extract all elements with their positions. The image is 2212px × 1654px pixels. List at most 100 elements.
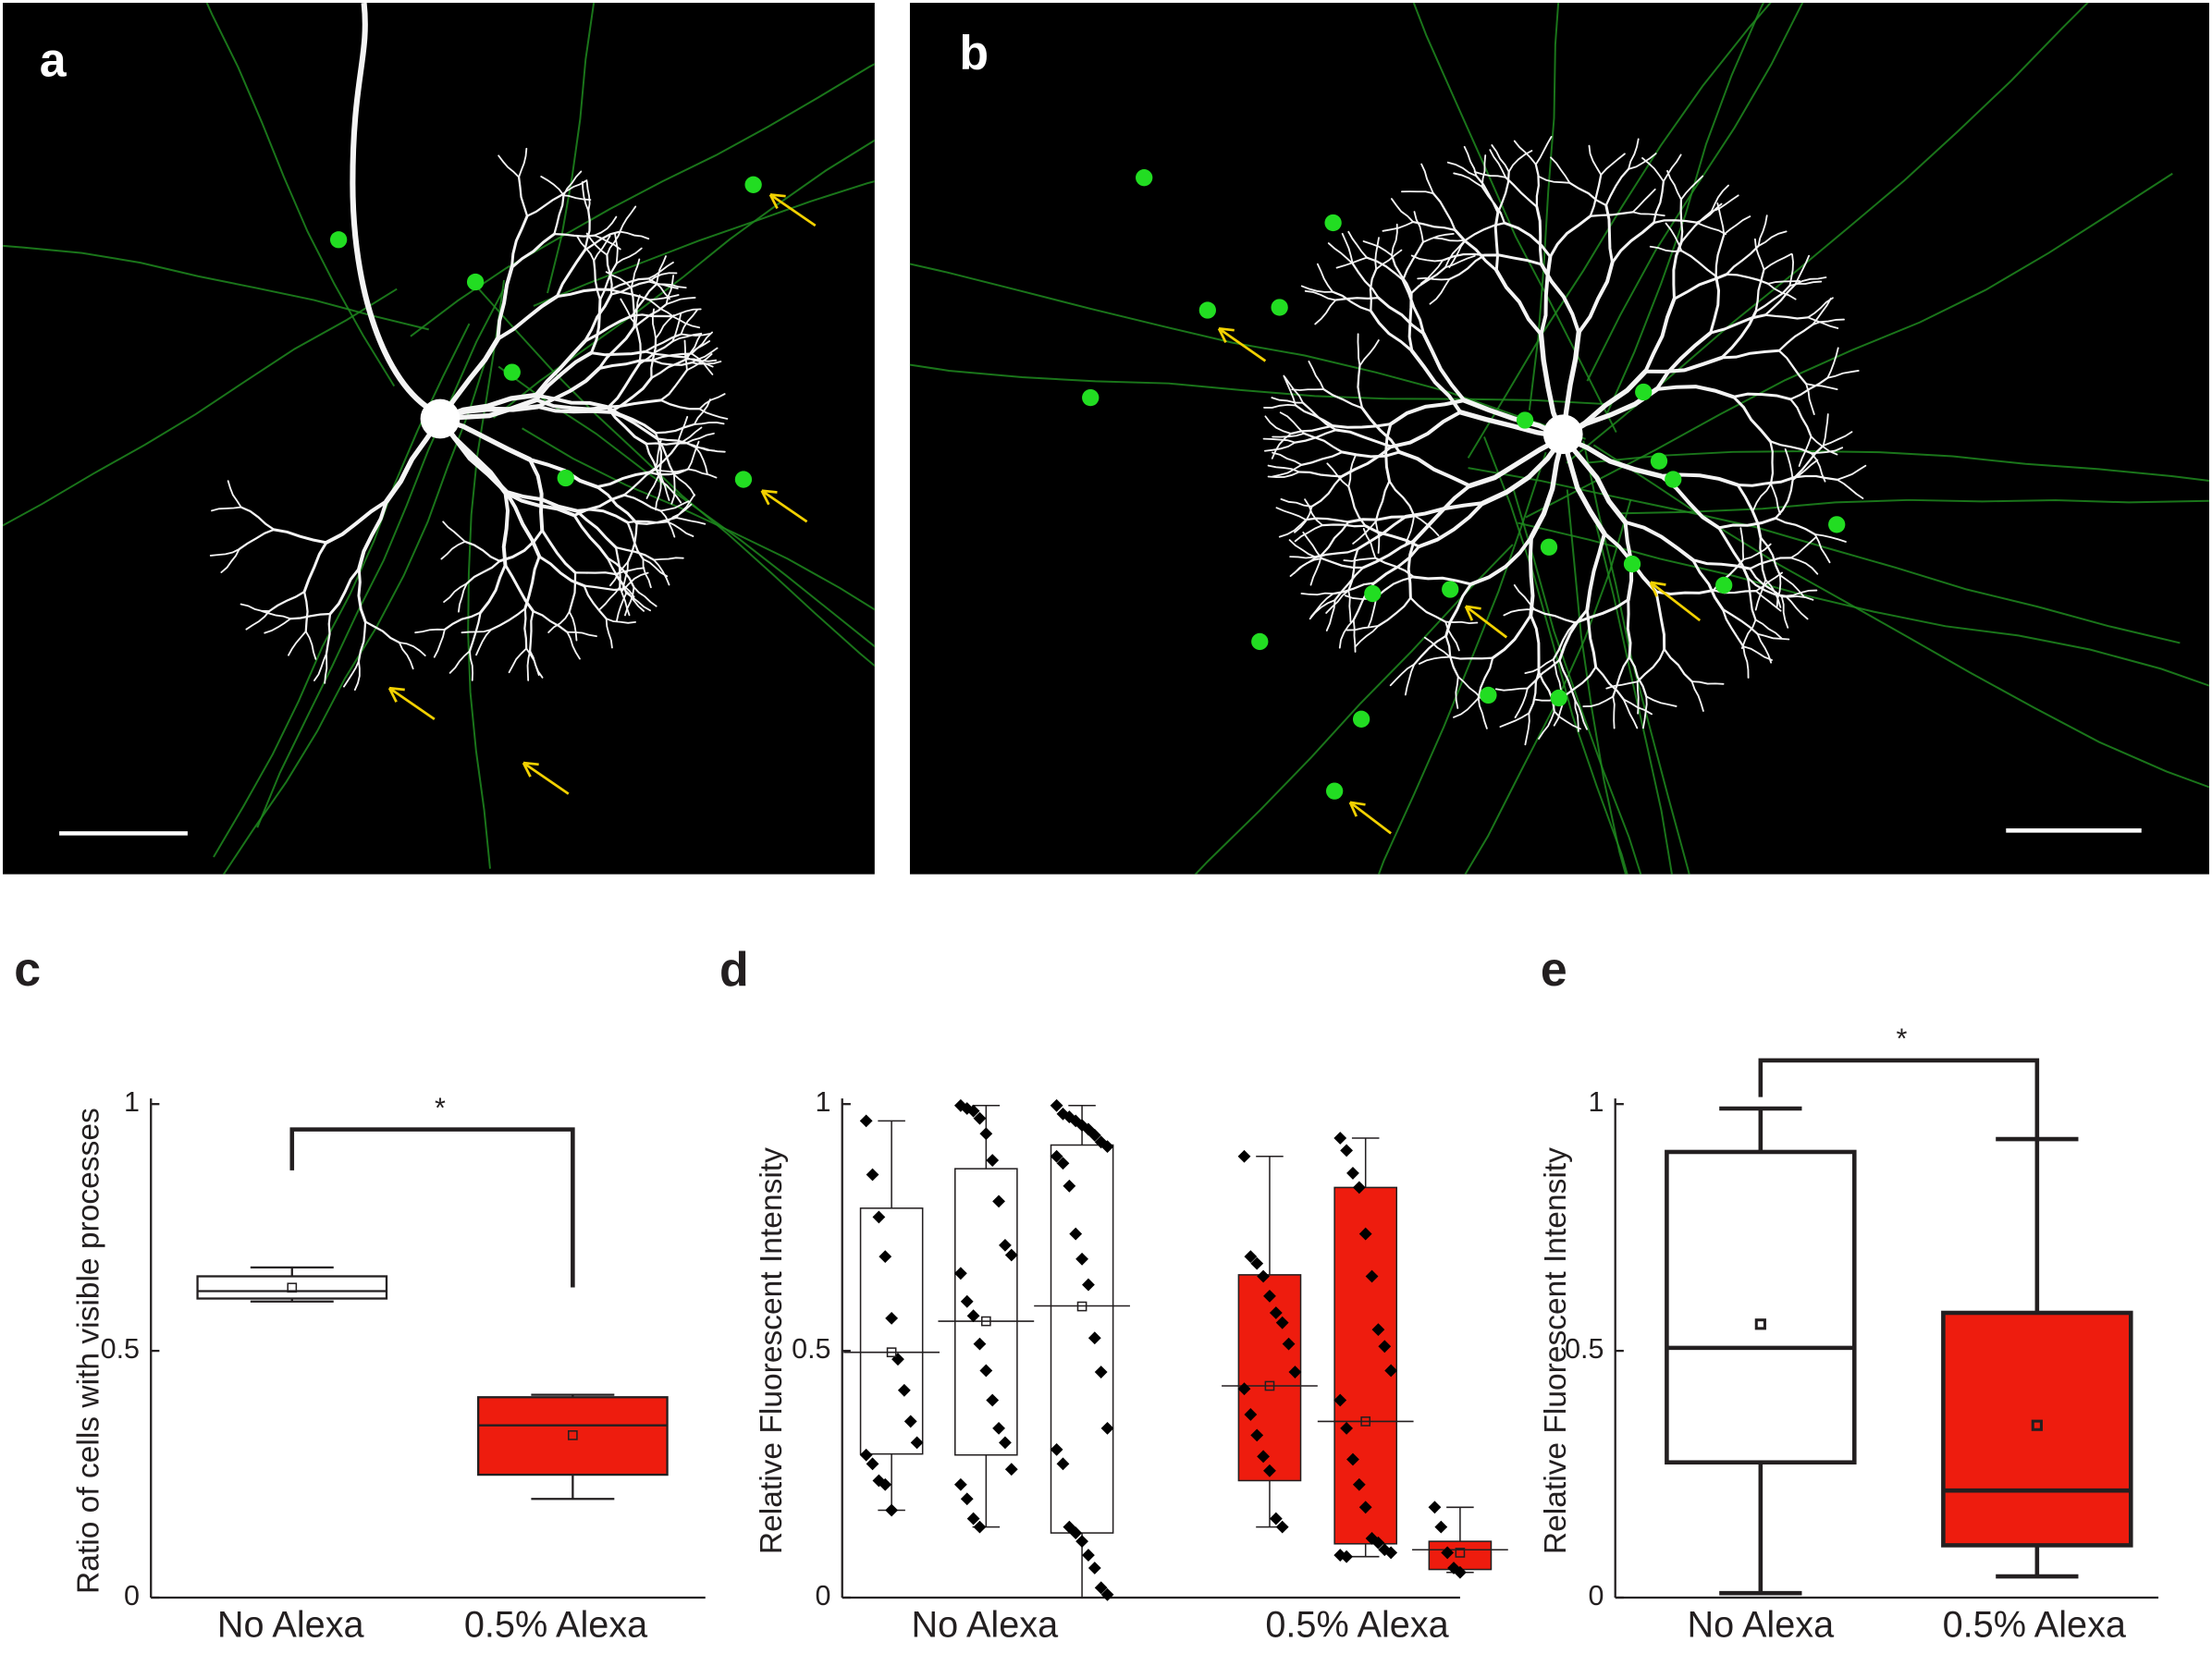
dendrite — [1807, 316, 1839, 329]
dendrite — [535, 404, 612, 414]
dendrite — [1757, 230, 1788, 247]
dendrite — [504, 489, 579, 513]
dendrite — [535, 366, 601, 409]
dendrite — [1529, 435, 1566, 540]
dendrite — [687, 468, 718, 479]
dendrite — [1789, 557, 1819, 575]
dendrite — [626, 520, 669, 524]
dendrite — [676, 415, 689, 446]
dendrite — [572, 493, 626, 517]
dendrite — [1421, 331, 1467, 402]
dendrite — [1691, 558, 1751, 570]
axon — [1518, 521, 2209, 687]
dendrite — [1305, 517, 1350, 523]
dendrite — [540, 529, 577, 574]
data-point — [1428, 1501, 1442, 1514]
dendrite — [576, 235, 596, 262]
dendrite — [289, 612, 332, 620]
dendrite — [324, 499, 388, 545]
dendrite — [496, 294, 559, 341]
data-point — [1075, 1252, 1088, 1266]
axon — [1412, 3, 1617, 434]
dendrite — [1780, 595, 1814, 601]
dendrite — [1493, 211, 1500, 273]
dendrite — [573, 571, 617, 576]
dendrite — [1763, 252, 1793, 271]
dendrite — [655, 314, 675, 339]
axon — [1528, 3, 1560, 410]
dendrite — [1534, 136, 1553, 165]
dendrite — [504, 489, 542, 558]
dendrite — [1777, 323, 1814, 352]
dendrite — [1716, 202, 1726, 236]
dendrite — [644, 350, 686, 359]
dendrite — [1574, 598, 1630, 625]
dendrite — [1749, 557, 1792, 570]
dendrite — [1347, 589, 1352, 623]
dendrite — [1341, 232, 1354, 265]
dendrite — [1641, 695, 1648, 729]
dendrite — [1316, 263, 1334, 293]
arrow-head — [1218, 326, 1235, 332]
data-point — [1088, 1562, 1101, 1574]
dendrite — [608, 410, 659, 440]
dendrite — [1759, 536, 1767, 582]
dendrite — [449, 650, 471, 674]
dendrite — [1636, 680, 1640, 715]
labeled-cell — [1352, 710, 1370, 728]
dendrite — [498, 529, 544, 563]
dendrite — [1391, 198, 1415, 223]
dendrite — [240, 603, 271, 612]
dendrite — [1755, 571, 1783, 593]
dendrite — [1401, 278, 1426, 336]
dendrite — [633, 586, 657, 607]
dendrite — [624, 586, 635, 617]
dendrite — [1448, 253, 1486, 281]
y-tick-label: 1 — [1589, 1086, 1604, 1118]
dendrite — [620, 298, 637, 325]
dendrite — [1482, 253, 1543, 266]
data-point — [973, 1337, 987, 1351]
arrow-head — [769, 193, 786, 198]
y-tick-label: 1 — [124, 1086, 140, 1118]
dendrite — [1763, 283, 1797, 316]
dendrite — [517, 176, 529, 217]
dendrite — [1365, 256, 1405, 281]
dendrite — [353, 660, 361, 692]
dendrite — [593, 215, 618, 237]
dendrite — [1304, 498, 1323, 527]
dendrite — [1418, 655, 1451, 665]
data-point — [1237, 1382, 1251, 1396]
dendrite — [606, 557, 628, 594]
dendrite — [1354, 624, 1380, 648]
dendrite — [245, 610, 271, 631]
box — [1050, 1144, 1114, 1534]
data-point — [1244, 1250, 1258, 1264]
panel-label: c — [14, 942, 41, 996]
dendrite — [1784, 589, 1818, 597]
dendrite — [684, 432, 715, 445]
dendrite — [1263, 403, 1296, 409]
dendrite — [1589, 173, 1603, 217]
dendrite — [1347, 547, 1359, 592]
dendrite — [1710, 194, 1739, 213]
arrow-head — [768, 193, 779, 210]
data-point — [953, 1267, 967, 1280]
dendrite — [1357, 333, 1361, 367]
dendrite — [686, 353, 713, 372]
significance-star: * — [1896, 1023, 1907, 1055]
mean-marker — [1754, 1318, 1766, 1330]
dendrite — [1752, 483, 1772, 511]
dendrite — [1341, 450, 1401, 459]
box — [477, 1396, 669, 1476]
dendrite — [1375, 249, 1403, 271]
dendrite — [1272, 451, 1303, 466]
mean-marker — [980, 1316, 991, 1327]
labeled-cell — [1271, 299, 1288, 316]
dendrite — [585, 180, 591, 212]
data-point — [992, 1421, 1005, 1435]
dendrite — [1369, 268, 1378, 312]
dendrite — [1507, 150, 1533, 173]
dendrite — [1369, 309, 1414, 353]
